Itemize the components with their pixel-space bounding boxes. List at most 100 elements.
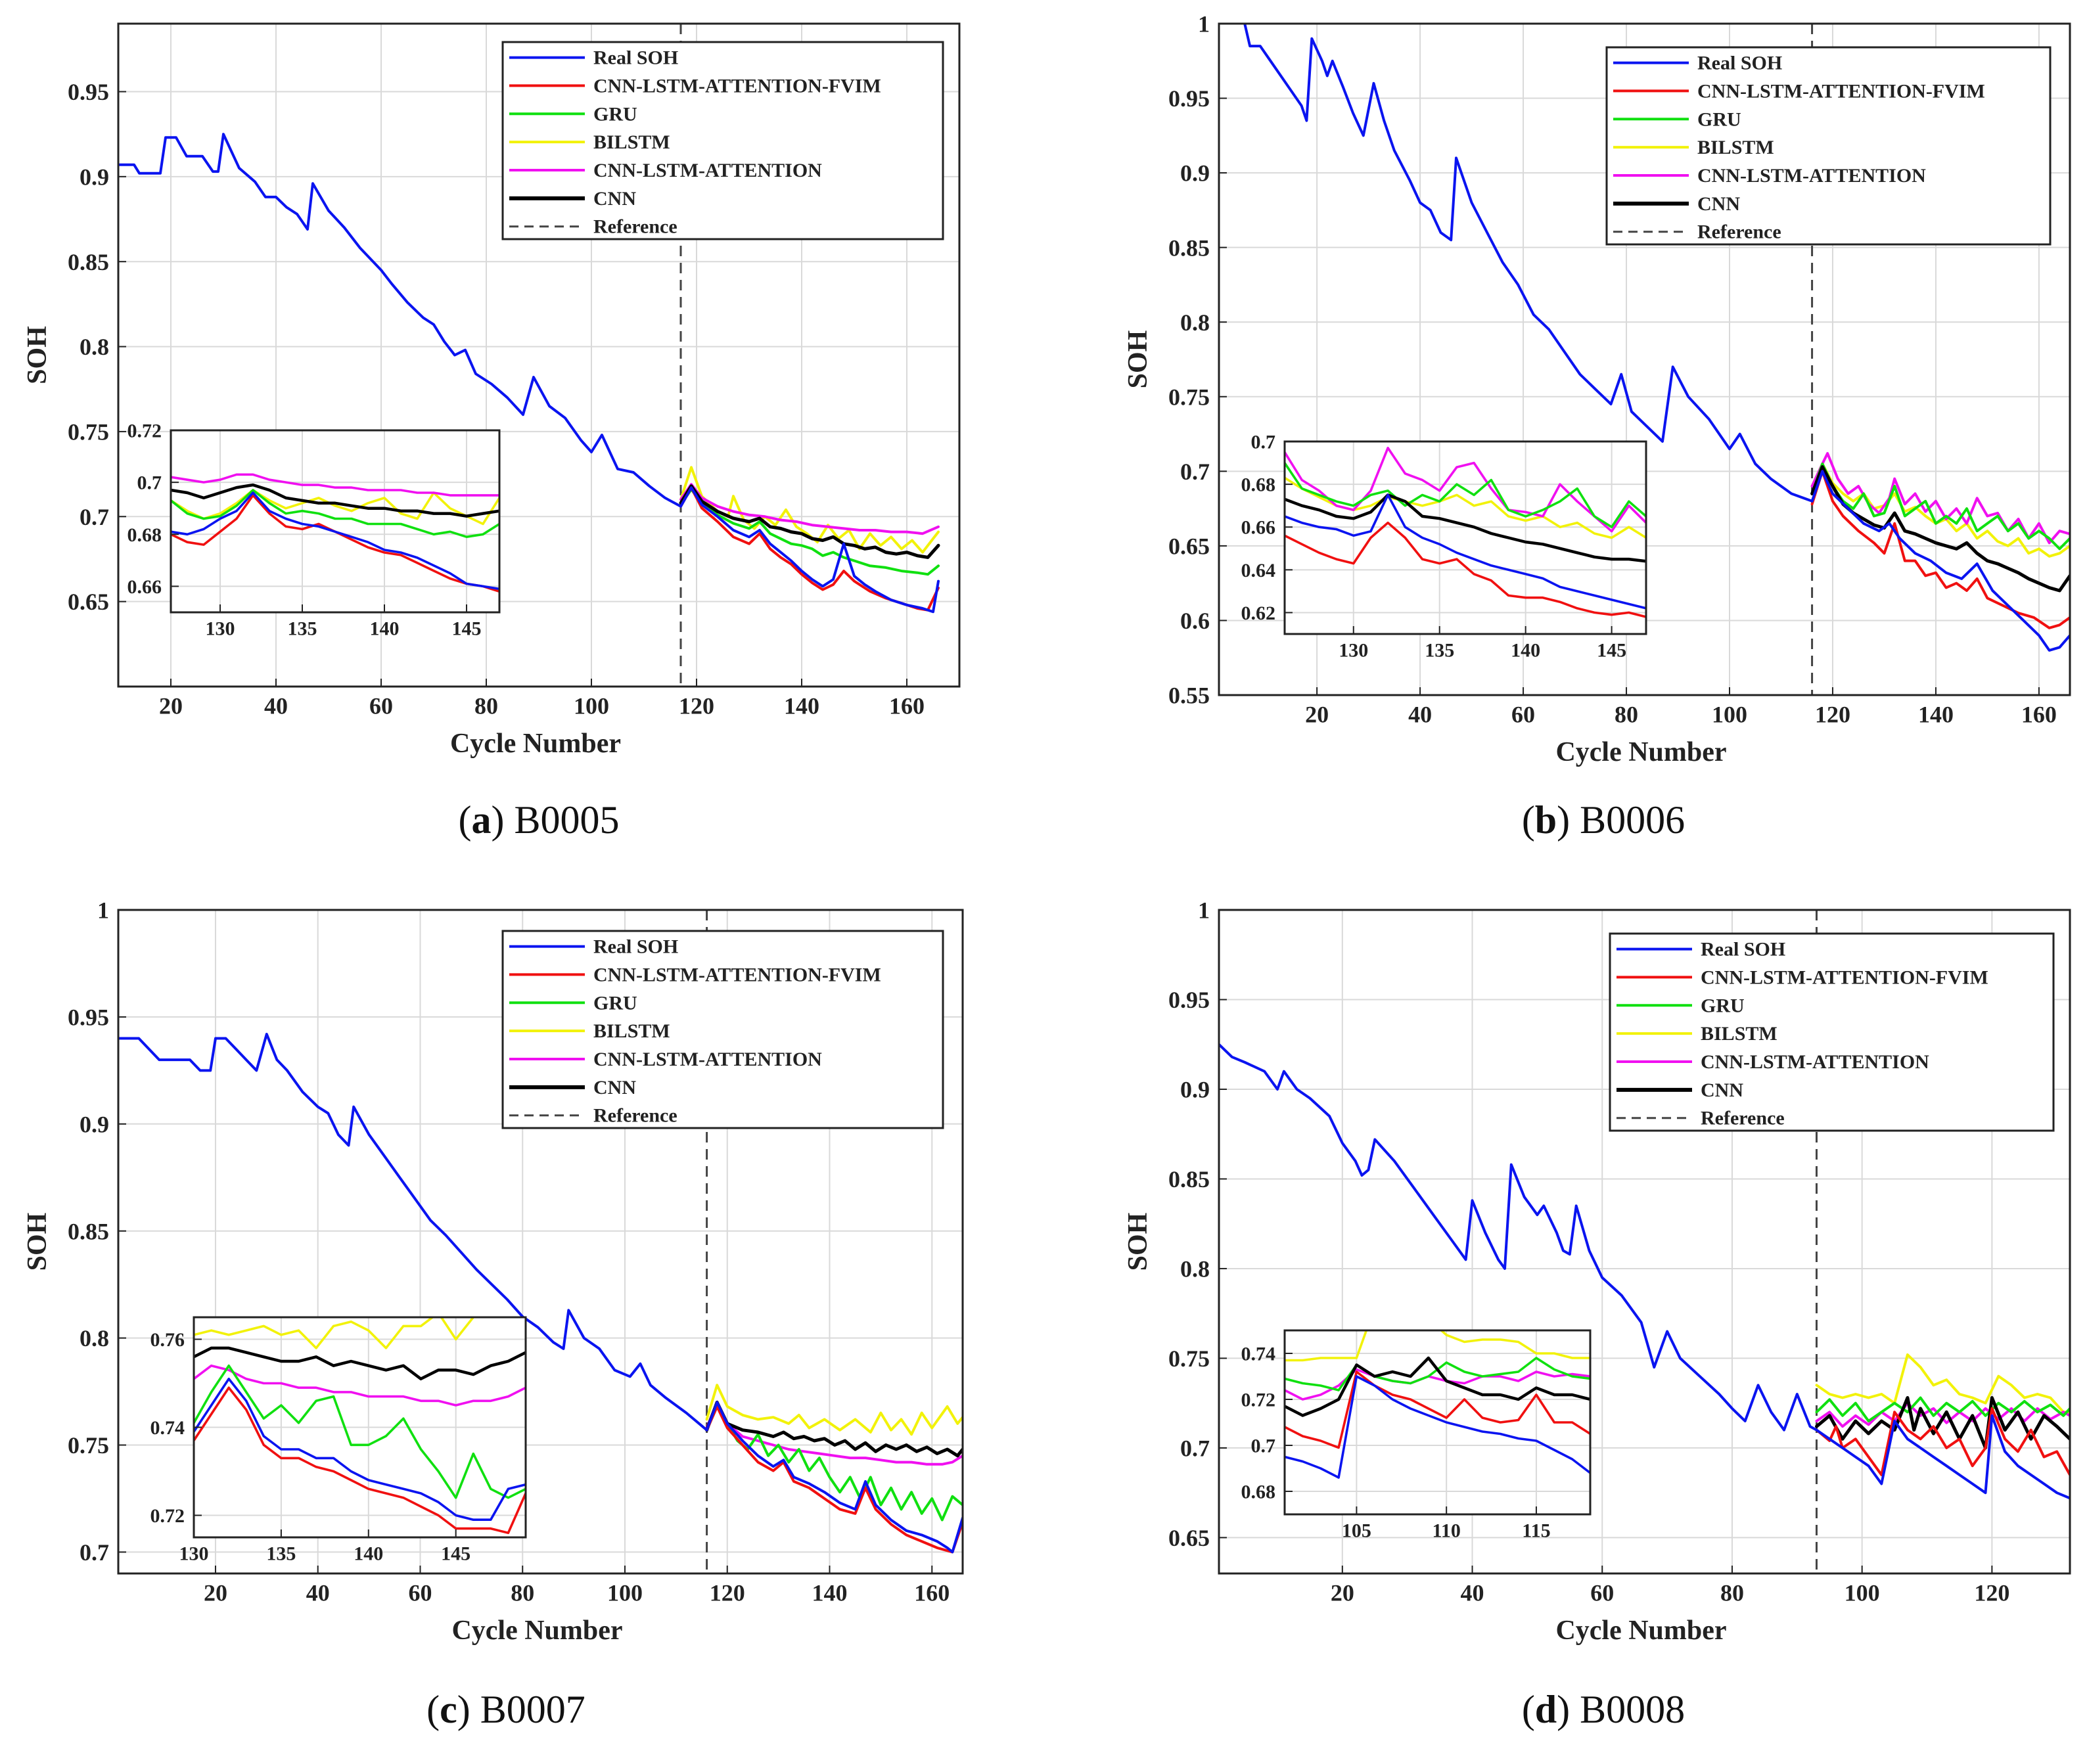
panel-c-xtick-label: 40: [306, 1579, 330, 1606]
panel-c-legend-label-real-soh: Real SOH: [593, 936, 678, 958]
panel-b-legend-label-bilstm: BILSTM: [1697, 137, 1774, 158]
panel-c-caption-paren-open: (: [426, 1688, 440, 1731]
panel-c-xtick-label: 140: [812, 1579, 848, 1606]
panel-a-legend-box: [501, 41, 944, 240]
panel-b-inset: 130 135 140 145 0.62 0.64 0.66 0.68 0.7: [1241, 432, 1647, 662]
panel-b-xtick-label: 20: [1305, 701, 1329, 727]
panel-d-inset-xtick-label: 115: [1522, 1520, 1550, 1542]
panel-a-caption-paren-close: ): [491, 798, 504, 842]
panel-d-inset-ytick-label: 0.7: [1251, 1436, 1276, 1457]
panel-a-inset-series-group: [171, 473, 499, 593]
panel-d-legend-label-reference: Reference: [1701, 1108, 1785, 1129]
panel-c-caption: (c) B0007: [426, 1688, 585, 1731]
panel-b-inset-ytick-label: 0.62: [1241, 602, 1276, 624]
panel-b-ytick-label: 1: [1198, 11, 1210, 37]
panel-a-caption: (a) B0005: [459, 798, 620, 842]
panel-a-ytick-label: 0.65: [68, 589, 109, 615]
panel-c-legend-label-cnn-lstm-attention: CNN-LSTM-ATTENTION: [593, 1049, 822, 1070]
panel-c-xtick-label: 20: [204, 1579, 227, 1606]
panel-b-inset-series-cnn-lstm-attention: [1285, 447, 1646, 533]
panel-b-ytick-label: 0.65: [1168, 533, 1210, 559]
panel-a-xtick-label: 100: [574, 692, 609, 719]
panel-c: 20 40 60 80 100 120 140 160 0.7 0.75 0.8 0.85 0.9 0.9…: [22, 897, 964, 1731]
panel-c-xtick-label: 80: [511, 1579, 534, 1606]
panel-a-legend-label-reference: Reference: [593, 216, 677, 238]
panel-c-series-cnn: [705, 1400, 963, 1458]
panel-c-ytick-label: 0.9: [80, 1111, 109, 1137]
panel-a-ylabel: SOH: [22, 326, 53, 384]
panel-a-xtick-label: 80: [474, 692, 498, 719]
panel-a-ytick-label: 0.95: [68, 79, 109, 105]
panel-d-series-cnn-lstm-attention-fvim: [1815, 1407, 2070, 1476]
panel-d-legend: Real SOH CNN-LSTM-ATTENTION-FVIM GRU BILSTM…: [1609, 932, 2055, 1132]
panel-a-caption-text: B0005: [504, 798, 619, 842]
panel-c-ytick-label: 0.75: [68, 1432, 109, 1459]
panel-b-xtick-label: 160: [2021, 701, 2057, 727]
panel-b-xtick-label: 140: [1918, 701, 1954, 727]
panel-d-inset-xtick-label: 105: [1342, 1520, 1371, 1542]
panel-a-legend-label-cnn-lstm-attention-fvim: CNN-LSTM-ATTENTION-FVIM: [593, 75, 881, 97]
panel-d-inset-series-cnn: [1285, 1356, 1590, 1417]
panel-d-legend-label-cnn-lstm-attention: CNN-LSTM-ATTENTION: [1701, 1051, 1929, 1073]
panel-c-ytick-label: 0.95: [68, 1005, 109, 1031]
panel-d-xtick-label: 80: [1720, 1579, 1744, 1606]
panel-d-caption-letter: d: [1535, 1688, 1557, 1731]
panel-c-legend: Real SOH CNN-LSTM-ATTENTION-FVIM GRU BILSTM…: [501, 930, 944, 1129]
panel-d-inset-series-cnn-lstm-attention: [1285, 1368, 1590, 1401]
panel-b-legend: Real SOH CNN-LSTM-ATTENTION-FVIM GRU BILSTM…: [1605, 46, 2052, 246]
panel-d-ytick-label: 0.8: [1180, 1256, 1210, 1282]
panel-b-series-gru: [1810, 463, 2070, 551]
panel-b-inset-series-gru: [1285, 461, 1646, 528]
panel-b-inset-series-cnn-lstm-attention-fvim: [1285, 521, 1646, 618]
panel-b-caption: (b) B0006: [1522, 798, 1685, 842]
panel-d-ytick-label: 1: [1198, 897, 1210, 924]
panel-a-axes-frame: [117, 22, 961, 688]
panel-c-xtick-label: 100: [607, 1579, 643, 1606]
panel-a-xtick-label: 60: [369, 692, 393, 719]
panel-b-series-cnn-lstm-attention-fvim: [1810, 470, 2070, 629]
panel-c-inset-series-group: [194, 1317, 526, 1535]
panel-b-xtick-label: 60: [1511, 701, 1535, 727]
panel-a-ytick-label: 0.75: [68, 419, 109, 445]
panel-d-xtick-label: 20: [1331, 1579, 1354, 1606]
panel-b-ytick-label: 0.85: [1168, 235, 1210, 261]
panel-d-inset-ytick-label: 0.68: [1241, 1481, 1276, 1503]
panel-d-ytick-label: 0.7: [1180, 1436, 1210, 1462]
panel-c-xtick-label: 160: [914, 1579, 950, 1606]
panel-a-inset-ytick-label: 0.72: [127, 420, 162, 442]
panel-b-inset-ytick-label: 0.64: [1241, 560, 1276, 581]
panel-b-inset-xtick-label: 145: [1597, 640, 1626, 662]
panel-b-ytick-label: 0.55: [1168, 683, 1210, 709]
panel-b-ytick-label: 0.95: [1168, 85, 1210, 112]
panel-c-ylabel: SOH: [22, 1213, 53, 1271]
panel-a-caption-letter: a: [471, 798, 491, 842]
panel-a-inset-ytick-label: 0.68: [127, 524, 162, 546]
panel-a-inset-ytick-label: 0.7: [137, 472, 162, 494]
panel-b-inset-ytick-label: 0.7: [1251, 432, 1276, 453]
panel-d-ylabel: SOH: [1123, 1213, 1153, 1271]
panel-a-xtick-label: 140: [784, 692, 819, 719]
panel-d-legend-label-cnn-lstm-attention-fvim: CNN-LSTM-ATTENTION-FVIM: [1701, 966, 1988, 988]
panel-b-ytick-label: 0.7: [1180, 459, 1210, 485]
panel-b-legend-label-reference: Reference: [1697, 221, 1781, 243]
panel-a-inset-series-cnn: [171, 483, 499, 518]
panel-a-inset-xtick-label: 135: [288, 618, 317, 640]
panel-d-inset-axes-frame: [1283, 1329, 1592, 1516]
panel-c-legend-label-gru: GRU: [593, 992, 637, 1014]
panel-b-inset-xtick-label: 130: [1339, 640, 1368, 662]
panel-b-caption-paren-close: ): [1557, 798, 1570, 842]
panel-b-ytick-label: 0.6: [1180, 608, 1210, 634]
panel-b-caption-text: B0006: [1570, 798, 1685, 842]
panel-c-axes-frame: [117, 909, 964, 1575]
panel-c-ytick-label: 0.7: [80, 1539, 109, 1566]
panel-a-legend: Real SOH CNN-LSTM-ATTENTION-FVIM GRU BILSTM…: [501, 41, 944, 240]
panel-a-legend-label-cnn: CNN: [593, 188, 636, 210]
panel-c-inset-series-cnn: [194, 1346, 526, 1381]
panel-c-ytick-label: 0.8: [80, 1325, 109, 1351]
panel-c-inset-xtick-label: 145: [441, 1543, 470, 1565]
panel-d-ytick-label: 0.75: [1168, 1346, 1210, 1372]
panel-c-legend-box: [501, 930, 944, 1129]
panel-d-ytick-label: 0.95: [1168, 987, 1210, 1013]
panel-b-ytick-label: 0.75: [1168, 384, 1210, 410]
panel-c-series-real-soh: [118, 1033, 963, 1554]
